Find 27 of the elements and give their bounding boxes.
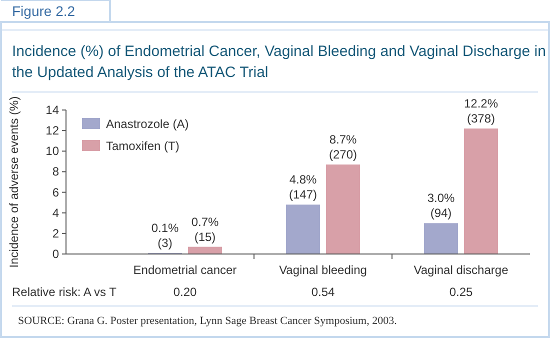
y-tick-label: 14 [46,103,60,117]
text: Relative risk: A vs T [12,285,118,299]
y-axis-title: Incidence of adverse events (%) [7,96,21,268]
data-label: 4.8% (147) [288,172,318,202]
data-label: 12.2% (378) [464,96,498,126]
y-tick-label: 0 [52,247,60,261]
legend-label: Anastrozole (A) [106,117,189,131]
y-tick-label: 4 [52,206,60,220]
chart-title: Incidence (%) of Endometrial Cancer, Vaginal Bleeding and Vaginal Discharge in the Updated Analysis of the ATAC Trial [12,43,546,81]
legend-label: Tamoxifen (T) [106,139,180,153]
text: 0.54 [311,285,335,299]
data-label: 3.0% (94) [427,191,455,220]
text: 0.25 [449,285,473,299]
x-tick-label: Vaginal bleeding [279,263,367,277]
data-label: 0.1% (3) [151,220,179,250]
source-note: SOURCE: Grana G. Poster presentation, Lynn Sage Breast Cancer Symposium, 2003. [18,315,398,327]
caption: Figure 2.2 [12,3,76,19]
x-tick-label: Endometrial cancer [133,263,237,277]
text: 0.20 [173,285,197,299]
y-tick-label: 12 [46,124,60,138]
y-tick-label: 8 [52,164,60,179]
data-label: 8.7% (270) [328,132,358,162]
y-tick-label: 2 [52,226,60,240]
y-tick-label: 10 [46,144,60,158]
data-label: 0.7% (15) [191,214,219,244]
x-tick-label: Vaginal discharge [414,263,509,277]
y-tick-label: 6 [52,185,60,200]
